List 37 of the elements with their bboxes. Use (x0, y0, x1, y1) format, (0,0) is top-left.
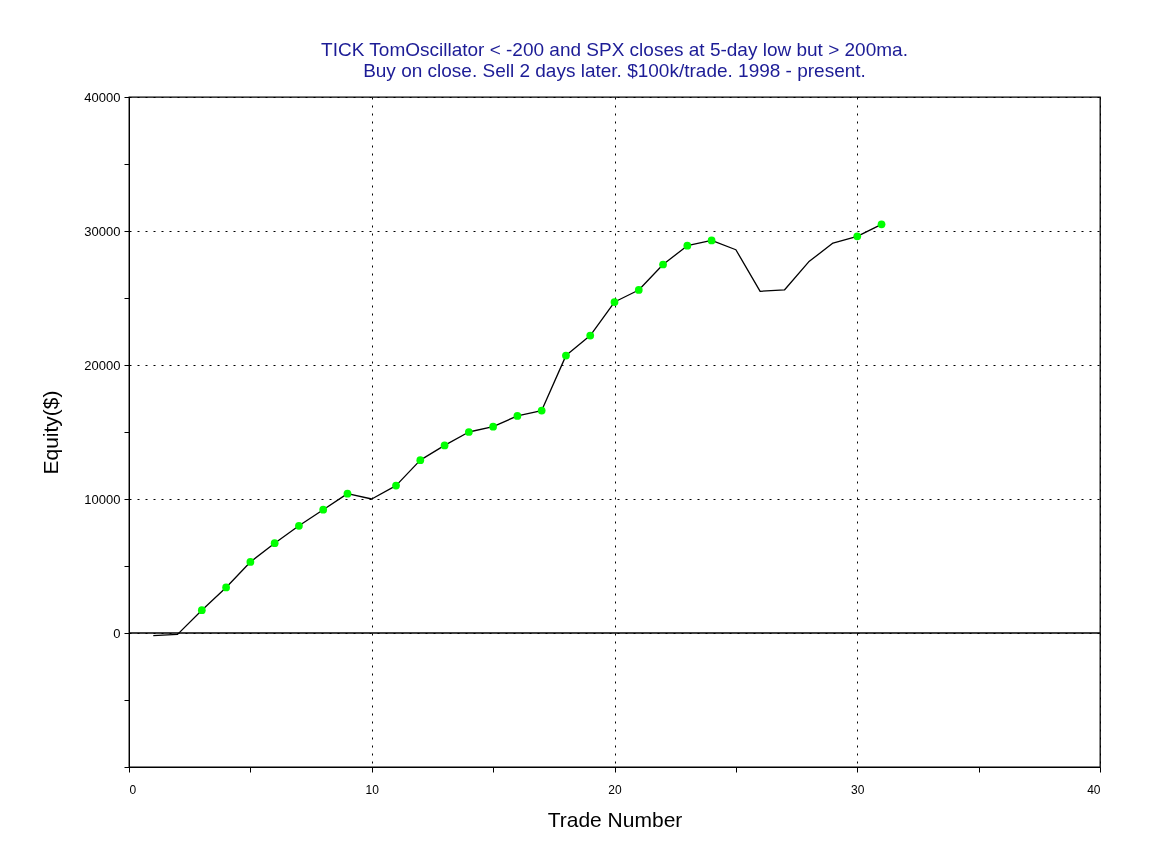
chart-title: TICK TomOscillator < -200 and SPX closes at 5-day low but > 200ma. (321, 39, 908, 60)
y-tick-label: 10000 (84, 491, 121, 507)
point (197, 606, 206, 615)
point (659, 260, 667, 269)
point (440, 441, 449, 450)
point (707, 236, 716, 245)
x-axis-title: Trade Number (547, 807, 683, 831)
point (513, 412, 522, 420)
x-tick-label: 10 (365, 782, 380, 797)
point (877, 220, 886, 229)
y-tick-label: 30000 (84, 223, 121, 239)
y-tick-label: 0 (113, 625, 121, 641)
y-tick-label: 40000 (84, 89, 121, 105)
point (343, 489, 352, 498)
y-axis-title: Equity($) (39, 390, 63, 475)
point (270, 539, 279, 548)
point (610, 298, 619, 306)
x-tick-label: 40 (1087, 782, 1101, 797)
y-tick-label: 20000 (84, 357, 121, 373)
point (319, 505, 328, 514)
point (392, 481, 400, 490)
point (246, 558, 255, 566)
x-tick-label: 20 (608, 782, 622, 797)
point (853, 232, 862, 241)
point (634, 286, 643, 294)
point (416, 456, 425, 465)
point (222, 583, 230, 592)
x-tick-label: 30 (851, 782, 865, 797)
point (683, 241, 692, 250)
point (295, 521, 303, 530)
chart-subtitle: Buy on close. Sell 2 days later. $100k/trade. 1998 - present. (363, 60, 866, 81)
point (586, 331, 595, 340)
point (537, 406, 546, 415)
point (562, 351, 570, 360)
point (464, 428, 473, 436)
x-tick-label: 0 (129, 782, 137, 797)
point (489, 422, 497, 431)
